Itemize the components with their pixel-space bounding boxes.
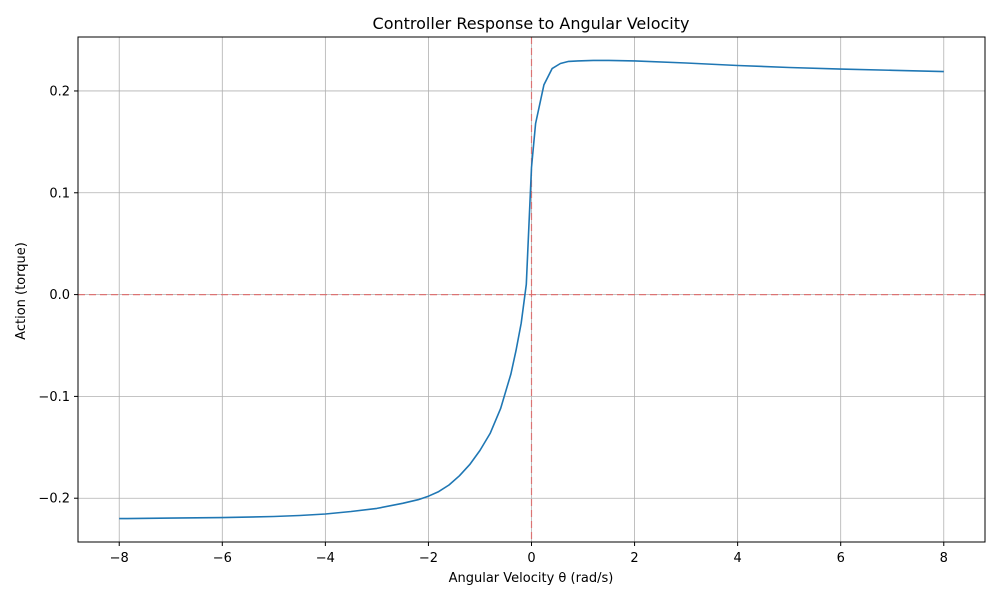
series-line [119, 59, 944, 520]
reference-lines [78, 37, 985, 542]
series-layer [119, 59, 944, 520]
y-tick-label: −0.2 [38, 492, 70, 507]
x-axis-label: Angular Velocity θ (rad/s) [449, 571, 614, 586]
x-tick-label: 2 [630, 551, 638, 566]
x-tick-label: 4 [733, 551, 741, 566]
x-tick-label: 8 [940, 551, 948, 566]
y-tick-label: 0.2 [49, 84, 70, 99]
y-tick-label: −0.1 [38, 390, 70, 405]
y-axis-ticks: −0.2 −0.1 0.0 0.1 0.2 [38, 84, 78, 507]
x-tick-label: −2 [419, 551, 438, 566]
y-tick-label: 0.1 [49, 186, 70, 201]
x-tick-label: −6 [213, 551, 232, 566]
chart-title: Controller Response to Angular Velocity [373, 14, 690, 33]
x-axis-ticks: −8 −6 −4 −2 0 2 4 6 8 [110, 542, 948, 566]
x-tick-label: −4 [316, 551, 335, 566]
x-tick-label: 6 [837, 551, 845, 566]
y-axis-label: Action (torque) [14, 242, 29, 340]
y-tick-label: 0.0 [49, 288, 70, 303]
x-tick-label: 0 [527, 551, 535, 566]
x-tick-label: −8 [110, 551, 129, 566]
